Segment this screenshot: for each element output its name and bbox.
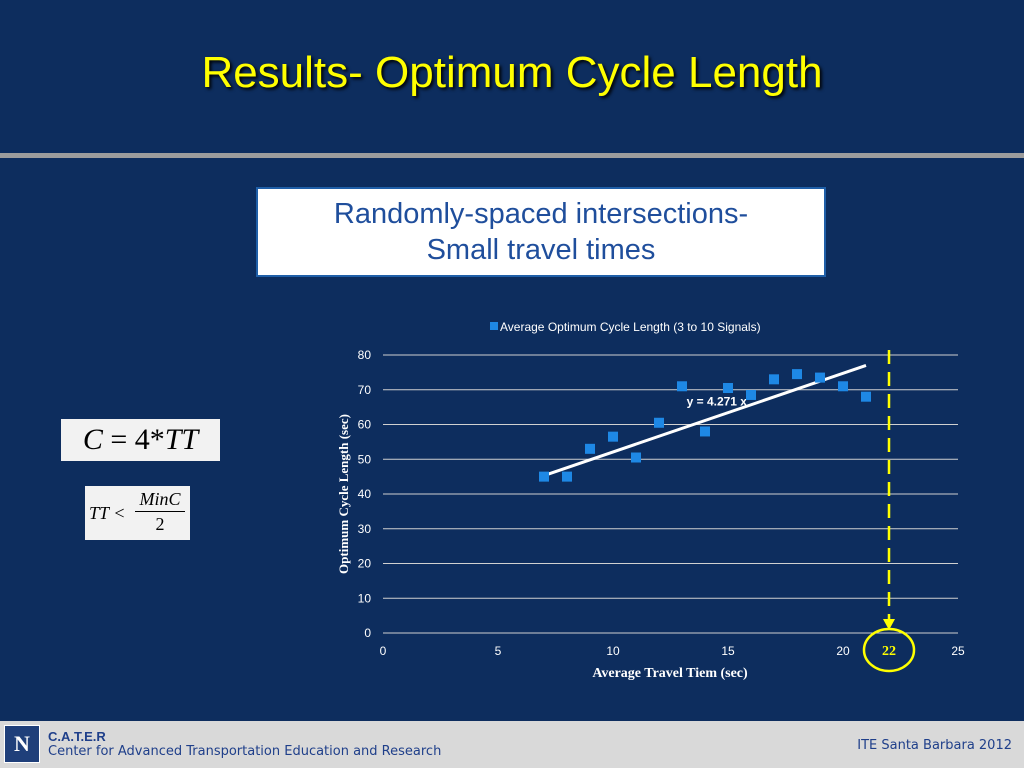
- subtitle-line-1: Randomly-spaced intersections-: [333, 198, 749, 230]
- data-point: [700, 426, 710, 437]
- legend-label: Average Optimum Cycle Length (3 to 10 Si…: [500, 320, 761, 334]
- fraction-denominator: 2: [155, 514, 165, 534]
- subtitle-line-2: Small travel times: [426, 234, 656, 266]
- x-tick-label: 5: [495, 644, 502, 658]
- y-tick-label: 60: [358, 418, 372, 432]
- optimum-value-label: 22: [882, 644, 896, 659]
- y-tick-label: 80: [358, 348, 372, 362]
- title-divider: [0, 153, 1024, 158]
- x-tick-label: 20: [836, 644, 850, 658]
- data-point: [608, 431, 618, 442]
- trendline: [543, 364, 867, 478]
- equation-lhs: C: [82, 423, 103, 456]
- x-tick-label: 15: [721, 644, 735, 658]
- x-tick-label: 25: [951, 644, 965, 658]
- slide-title: Results- Optimum Cycle Length: [201, 48, 823, 97]
- y-axis-title: Optimum Cycle Length (sec): [336, 414, 351, 574]
- data-point: [746, 389, 756, 400]
- data-point: [769, 374, 779, 385]
- equation-rhs: TT: [164, 423, 199, 456]
- x-axis-title: Average Travel Tiem (sec): [592, 666, 748, 681]
- x-tick-label: 0: [380, 644, 387, 658]
- arrowhead-icon: [883, 619, 895, 630]
- legend-marker: [490, 322, 498, 330]
- y-tick-label: 20: [358, 557, 372, 571]
- y-tick-label: 40: [358, 487, 372, 501]
- y-tick-label: 0: [364, 626, 371, 640]
- data-point: [654, 417, 664, 428]
- data-point: [539, 471, 549, 482]
- x-tick-label: 10: [606, 644, 620, 658]
- equation-operator: = 4*: [102, 423, 165, 456]
- y-tick-label: 30: [358, 522, 372, 536]
- constraint-fraction: MinC 2: [135, 489, 185, 535]
- data-point: [861, 391, 871, 402]
- data-point: [815, 372, 825, 383]
- footer-bar: N C.A.T.E.R Center for Advanced Transpor…: [0, 721, 1024, 768]
- event-label: ITE Santa Barbara 2012: [857, 738, 1012, 753]
- data-point: [723, 383, 733, 394]
- org-abbreviation: C.A.T.E.R: [48, 729, 106, 744]
- data-point: [585, 443, 595, 454]
- university-logo: N: [4, 725, 40, 763]
- y-tick-label: 50: [358, 452, 372, 466]
- data-point: [838, 381, 848, 392]
- cycle-length-equation: C = 4* TT: [61, 419, 220, 461]
- org-name: Center for Advanced Transportation Educa…: [48, 744, 442, 759]
- subtitle-box: Randomly-spaced intersections- Small tra…: [256, 187, 826, 277]
- data-point: [792, 369, 802, 380]
- y-tick-label: 70: [358, 383, 372, 397]
- constraint-lhs: TT <: [89, 503, 126, 523]
- fraction-numerator: MinC: [135, 489, 185, 512]
- y-tick-label: 10: [358, 591, 372, 605]
- data-point: [562, 471, 572, 482]
- travel-time-constraint-equation: TT < MinC 2: [85, 486, 190, 540]
- data-point: [631, 452, 641, 463]
- trendline-equation: y = 4.271 x: [687, 394, 748, 408]
- highlight-circle: [862, 627, 916, 673]
- data-point: [677, 381, 687, 392]
